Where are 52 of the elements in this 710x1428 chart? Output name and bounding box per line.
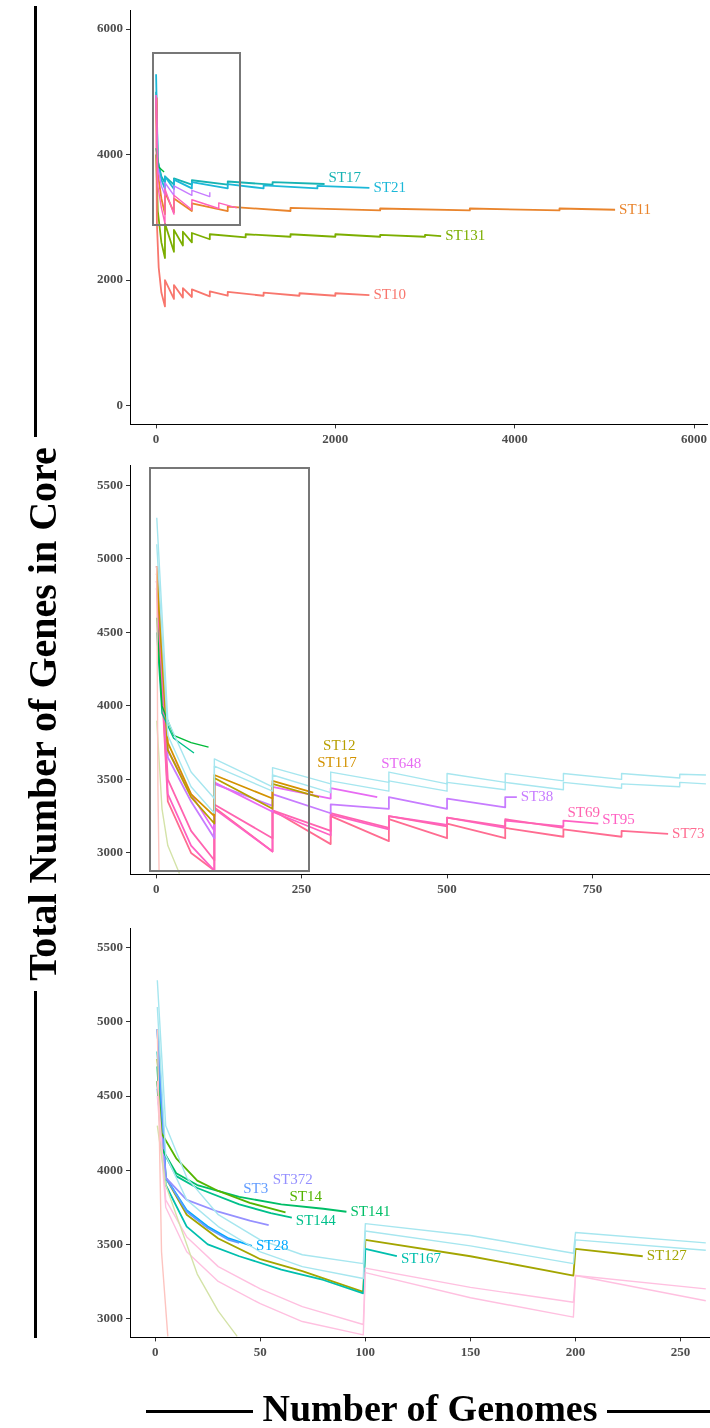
series-label: ST17 [328, 168, 362, 185]
y-tick-label: 3500 [97, 1235, 123, 1251]
x-tick-label: 750 [582, 880, 603, 896]
y-tick-label: 6000 [97, 20, 123, 36]
x-tick-label: 0 [151, 1343, 159, 1359]
y-tick-label: 4000 [97, 697, 123, 713]
x-tick-label: 2000 [322, 430, 349, 446]
series-label: ST141 [350, 1202, 391, 1219]
y-tick-label: 4500 [97, 1087, 123, 1103]
y-tick-label: 3500 [97, 770, 123, 786]
x-tick-label: 150 [460, 1343, 481, 1359]
x-tick-label: 200 [565, 1343, 586, 1359]
y-tick-label: 4000 [97, 145, 123, 161]
y-tick-label: 5000 [97, 550, 123, 566]
series-label: ST131 [445, 227, 486, 244]
y-tick-label: 4500 [97, 623, 123, 639]
y-tick-label: 4000 [97, 1161, 123, 1177]
y-tick-label: 5500 [97, 476, 123, 492]
series-label: ST14 [289, 1188, 323, 1205]
y-axis-title: Total Number of Genes in Core [18, 447, 66, 981]
series-label: ST117 [317, 753, 358, 770]
series-label: ST38 [520, 788, 554, 804]
series-label: ST167 [400, 1250, 442, 1267]
x-tick-label: 6000 [681, 430, 707, 446]
series-label: ST648 [381, 755, 422, 771]
x-tick-label: 4000 [501, 430, 528, 446]
x-tick-label: 100 [355, 1343, 376, 1359]
x-tick-label: 0 [152, 430, 160, 446]
x-tick-label: 500 [437, 880, 457, 896]
series-label: ST95 [602, 811, 635, 828]
series-label: ST127 [646, 1247, 688, 1264]
x-tick-label: 250 [670, 1343, 691, 1359]
y-tick-label: 0 [116, 396, 123, 412]
y-tick-label: 2000 [97, 271, 123, 287]
y-tick-label: 3000 [97, 844, 123, 860]
series-label: ST21 [373, 178, 406, 195]
y-tick-label: 5500 [97, 939, 123, 954]
y-tick-label: 3000 [97, 1309, 123, 1325]
x-tick-label: 0 [152, 880, 160, 896]
series-label: ST144 [295, 1211, 337, 1228]
y-tick-label: 5000 [97, 1013, 123, 1029]
text: ST3 [243, 1179, 269, 1196]
series-label: ST11 [619, 200, 652, 217]
x-axis-title: Number of Genomes [262, 1386, 598, 1428]
x-tick-label: 250 [291, 880, 312, 896]
text: ST372 [272, 1171, 313, 1188]
series-label: ST69 [567, 803, 600, 820]
series-label: ST28 [255, 1236, 289, 1253]
series-label: ST10 [373, 286, 406, 303]
series-label: ST73 [672, 824, 705, 841]
text: ST12 [323, 737, 356, 753]
x-tick-label: 50 [253, 1343, 267, 1359]
